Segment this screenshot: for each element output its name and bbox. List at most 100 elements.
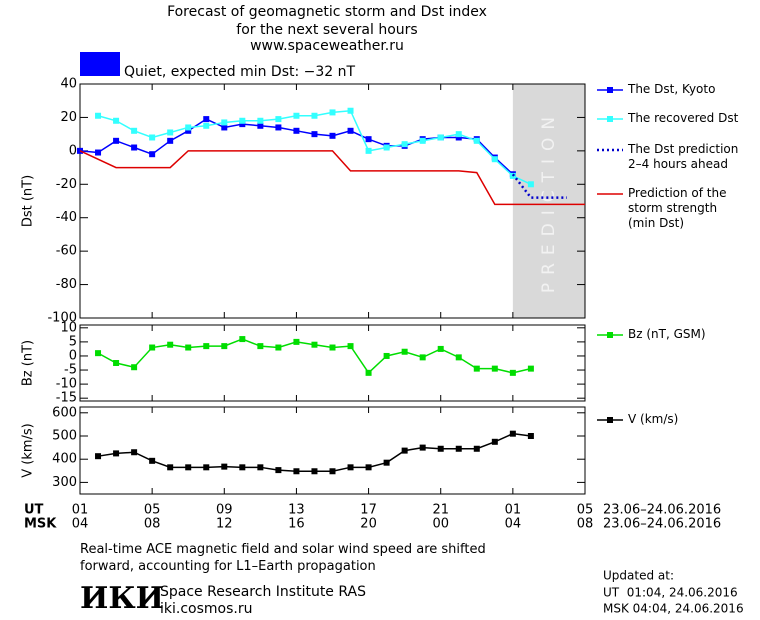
data-point xyxy=(131,364,138,371)
data-point xyxy=(455,354,462,361)
data-point xyxy=(329,132,336,139)
data-point xyxy=(311,131,318,138)
y-tick-label: -5 xyxy=(64,363,77,378)
legend-swatch xyxy=(607,332,613,338)
updated-msk: MSK 04:04, 24.06.2016 xyxy=(603,602,744,616)
data-point xyxy=(473,445,480,452)
x2-tick-label: 04 xyxy=(72,517,89,532)
status-text: Quiet, expected min Dst: −32 nT xyxy=(124,64,356,80)
y-tick-label: 400 xyxy=(52,452,77,467)
x-axis-label: MSK xyxy=(24,517,57,532)
y-tick-label: 0 xyxy=(69,348,77,363)
y-tick-label: -60 xyxy=(56,244,77,259)
data-point xyxy=(473,365,480,372)
data-point xyxy=(383,352,390,359)
x2-tick-label: 20 xyxy=(360,517,377,532)
data-point xyxy=(437,134,444,141)
legend-label: The Dst, Kyoto xyxy=(628,82,716,96)
data-point xyxy=(203,464,210,471)
x-tick-label: 01 xyxy=(72,503,89,518)
title-line: www.spaceweather.ru xyxy=(250,38,404,54)
legend-swatch xyxy=(607,87,613,93)
legend-swatch xyxy=(607,116,613,122)
x2-tick-label: 04 xyxy=(505,517,522,532)
data-point xyxy=(455,445,462,452)
data-point xyxy=(167,137,174,144)
data-point xyxy=(239,464,246,471)
data-point xyxy=(311,112,318,119)
x2-tick-label: 00 xyxy=(432,517,449,532)
data-point xyxy=(365,147,372,154)
y-tick-label: -15 xyxy=(56,391,77,406)
data-point xyxy=(167,341,174,348)
data-point xyxy=(167,129,174,136)
x-tick-label: 17 xyxy=(360,503,377,518)
data-point xyxy=(347,464,354,471)
data-point xyxy=(239,117,246,124)
legend-label: The Dst prediction 2–4 hours ahead xyxy=(628,142,739,171)
data-point xyxy=(527,181,534,188)
y-tick-label: 40 xyxy=(60,77,77,92)
data-point xyxy=(419,137,426,144)
updated-ut: UT 01:04, 24.06.2016 xyxy=(603,586,738,600)
x2-tick-label: 08 xyxy=(144,517,161,532)
data-point xyxy=(221,119,228,126)
x2-tick-label: 12 xyxy=(216,517,233,532)
x-tick-label: 21 xyxy=(432,503,449,518)
plot-frame xyxy=(79,83,586,319)
legend-label: The recovered Dst xyxy=(628,111,739,125)
data-point xyxy=(437,345,444,352)
data-point xyxy=(329,344,336,351)
prediction-region xyxy=(512,84,585,318)
plot-frame xyxy=(79,406,586,495)
y-axis-label: Dst (nT) xyxy=(21,175,36,227)
data-point xyxy=(509,369,516,376)
data-point xyxy=(347,127,354,134)
data-point xyxy=(257,122,264,129)
data-point xyxy=(257,343,264,350)
prediction-label: PREDICTION xyxy=(539,109,559,293)
data-point xyxy=(491,365,498,372)
legend-label: Prediction of the storm strength (min Ds… xyxy=(628,186,727,230)
data-point xyxy=(131,449,138,456)
data-point xyxy=(95,149,102,156)
y-tick-label: 5 xyxy=(69,334,77,349)
data-point xyxy=(275,124,282,131)
data-point xyxy=(365,136,372,143)
data-point xyxy=(149,344,156,351)
x2-tick-label: 16 xyxy=(288,517,305,532)
data-point xyxy=(419,354,426,361)
data-point xyxy=(455,131,462,138)
x2-range-label: 23.06–24.06.2016 xyxy=(603,517,721,532)
data-point xyxy=(383,459,390,466)
x-range-label: 23.06–24.06.2016 xyxy=(603,503,721,518)
data-point xyxy=(311,468,318,475)
data-point xyxy=(527,433,534,439)
x-tick-label: 05 xyxy=(577,503,594,518)
data-point xyxy=(293,468,300,475)
data-point xyxy=(203,343,210,350)
y-tick-label: -100 xyxy=(47,311,77,326)
data-point xyxy=(437,445,444,452)
data-point xyxy=(149,457,156,464)
y-axis-label: V (km/s) xyxy=(21,423,36,478)
data-point xyxy=(491,156,498,163)
y-tick-label: 10 xyxy=(60,320,77,335)
data-point xyxy=(113,360,120,366)
data-point xyxy=(401,348,408,355)
data-point xyxy=(131,127,138,134)
data-point xyxy=(95,453,102,460)
data-point xyxy=(203,116,210,123)
data-point xyxy=(221,124,228,131)
data-point xyxy=(239,336,246,343)
data-point xyxy=(167,464,174,471)
data-point xyxy=(383,144,390,151)
status-swatch xyxy=(80,52,120,76)
x-axis-label: UT xyxy=(24,503,44,518)
y-tick-label: 0 xyxy=(69,143,77,158)
data-point xyxy=(347,343,354,350)
data-point xyxy=(509,430,516,437)
x-tick-label: 09 xyxy=(216,503,233,518)
title-line: Forecast of geomagnetic storm and Dst in… xyxy=(167,4,487,20)
